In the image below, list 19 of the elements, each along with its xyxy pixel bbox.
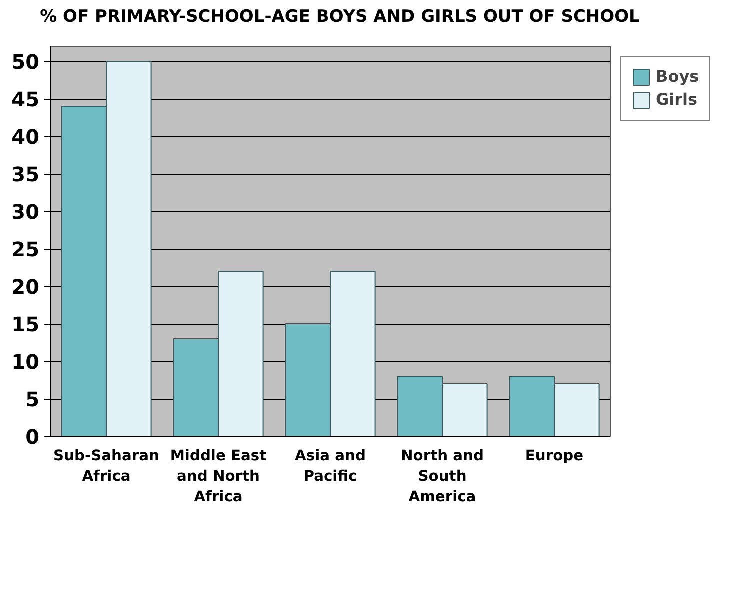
- y-tick-label: 20: [12, 274, 40, 298]
- y-tick-label: 0: [26, 424, 40, 448]
- y-tick-label: 30: [12, 200, 40, 224]
- x-tick-label: Sub-Saharan Africa: [54, 447, 160, 484]
- y-tick-label: 5: [26, 387, 40, 411]
- x-tick-label: Middle East and North Africa: [170, 447, 267, 505]
- x-tick-label: Asia and Pacific: [295, 447, 366, 484]
- y-tick-label: 50: [12, 50, 40, 74]
- x-tick-label: North and South America: [401, 447, 484, 505]
- y-tick-label: 35: [12, 162, 40, 186]
- x-tick-label: Europe: [525, 447, 584, 464]
- legend-label: Boys: [656, 67, 700, 86]
- y-tick-label: 25: [12, 237, 40, 261]
- legend-label: Girls: [656, 90, 698, 109]
- y-tick-label: 45: [12, 87, 40, 111]
- y-tick-label: 15: [12, 312, 40, 336]
- y-tick-label: 10: [12, 350, 40, 374]
- y-tick-label: 40: [12, 124, 40, 148]
- chart-title: % OF PRIMARY-SCHOOL-AGE BOYS AND GIRLS OUT OF SCHOOL: [40, 6, 640, 29]
